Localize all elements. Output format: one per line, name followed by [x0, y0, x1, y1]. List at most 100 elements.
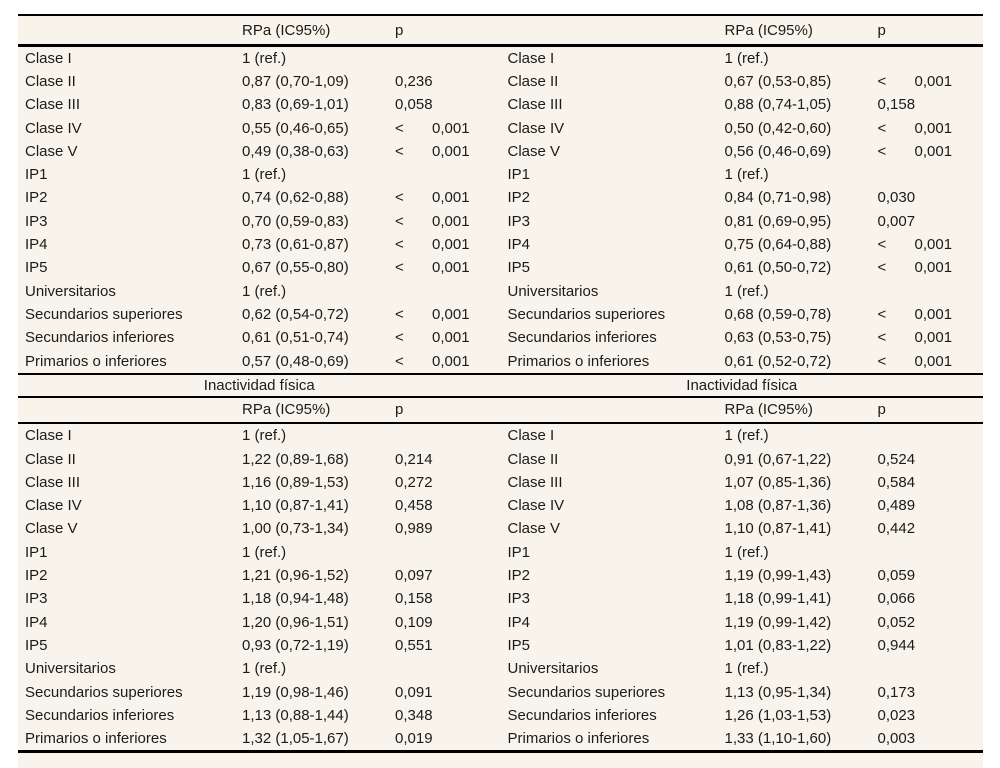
section-title-row: Inactividad física Inactividad física [18, 375, 983, 396]
table-row-half: IP3 1,18 (0,99-1,41) 0,066 [501, 590, 984, 607]
p-value: 0,097 [395, 567, 433, 585]
table-row: Clase V 0,49 (0,38-0,63) <0,001 Clase V 0,56… [18, 140, 983, 163]
p-column-header: p [877, 401, 886, 419]
table-row: IP4 0,73 (0,61-0,87) <0,001 IP4 0,75 (0,64-0… [18, 233, 983, 256]
rpa-value: 1,10 (0,87-1,41) [724, 520, 832, 538]
table-row-half: Clase IV 1,10 (0,87-1,41) 0,458 [18, 497, 501, 514]
table-row-half: IP4 0,75 (0,64-0,88) <0,001 [501, 236, 984, 253]
table-row-half: IP3 0,70 (0,59-0,83) <0,001 [18, 213, 501, 230]
rpa-column-header: RPa (IC95%) [724, 21, 813, 39]
table-row: Clase I 1 (ref.) Clase I 1 (ref.) [18, 424, 983, 447]
p-value: 0,173 [877, 683, 916, 701]
table-row-half: Secundarios inferiores 0,61 (0,51-0,74) <0… [18, 329, 501, 346]
p-value: 0,551 [395, 636, 433, 654]
row-label: Clase IV [25, 119, 82, 137]
table-row-half: Clase IV 0,55 (0,46-0,65) <0,001 [18, 120, 501, 137]
rpa-value: 1 (ref.) [242, 282, 287, 300]
p-value: 0,524 [877, 450, 916, 468]
rpa-value: 1 (ref.) [724, 427, 769, 445]
table-row-half: Clase II 0,91 (0,67-1,22) 0,524 [501, 451, 984, 468]
rpa-value: 1 (ref.) [724, 660, 769, 678]
row-label: IP1 [25, 166, 48, 184]
p-value: 0,442 [877, 520, 916, 538]
rpa-value: 0,61 (0,50-0,72) [724, 259, 832, 277]
rpa-value: 1,19 (0,99-1,42) [724, 613, 832, 631]
rpa-value: 0,73 (0,61-0,87) [242, 236, 349, 254]
p-value: 0,158 [877, 96, 916, 114]
table-row-half: IP1 1 (ref.) [18, 166, 501, 183]
table-row-half: Universitarios 1 (ref.) [18, 283, 501, 300]
p-value: <0,001 [877, 352, 953, 370]
table-row-half: Clase II 0,67 (0,53-0,85) <0,001 [501, 73, 984, 90]
header-left-half: RPa (IC95%) p [18, 401, 501, 418]
rpa-value: 0,67 (0,55-0,80) [242, 259, 349, 277]
table-row-half: Clase IV 0,50 (0,42-0,60) <0,001 [501, 120, 984, 137]
table-row: Primarios o inferiores 1,32 (1,05-1,67) 0,… [18, 727, 983, 750]
row-label: IP3 [507, 590, 531, 608]
row-label: Primarios o inferiores [25, 730, 167, 748]
table-row: IP5 0,93 (0,72-1,19) 0,551 IP5 1,01 (0,83-1,… [18, 634, 983, 657]
rpa-value: 1,19 (0,99-1,43) [724, 567, 832, 585]
row-label: IP4 [25, 236, 48, 254]
p-column-header: p [395, 401, 404, 419]
table-row-half: Clase V 0,49 (0,38-0,63) <0,001 [18, 143, 501, 160]
row-label: Secundarios inferiores [507, 329, 657, 347]
rpa-value: 1,26 (1,03-1,53) [724, 706, 832, 724]
title-divider-rule [18, 396, 983, 398]
table-row-half: Secundarios superiores 1,13 (0,95-1,34) 0,… [501, 684, 984, 701]
rpa-value: 0,91 (0,67-1,22) [724, 450, 832, 468]
table-row-half: Clase III 1,16 (0,89-1,53) 0,272 [18, 474, 501, 491]
p-value: 0,058 [395, 96, 433, 114]
row-label: Secundarios inferiores [507, 706, 657, 724]
row-label: IP2 [507, 567, 531, 585]
row-label: Clase I [507, 49, 555, 67]
p-value: <0,001 [395, 329, 470, 347]
p-value: 0,158 [395, 590, 433, 608]
row-label: Primarios o inferiores [507, 730, 650, 748]
table-row: Primarios o inferiores 0,57 (0,48-0,69) <0… [18, 349, 983, 372]
rpa-value: 1,13 (0,95-1,34) [724, 683, 832, 701]
row-label: Clase III [507, 473, 563, 491]
p-value: 0,066 [877, 590, 916, 608]
rpa-value: 1,08 (0,87-1,36) [724, 497, 832, 515]
p-value: <0,001 [395, 142, 470, 160]
table-row: Clase IV 1,10 (0,87-1,41) 0,458 Clase IV 1,0… [18, 494, 983, 517]
less-than-sign: < [395, 142, 404, 160]
p-column-header: p [877, 21, 886, 39]
p-value: 0,030 [877, 189, 916, 207]
less-than-sign: < [395, 259, 404, 277]
row-label: Clase I [25, 49, 72, 67]
rpa-value: 0,61 (0,52-0,72) [724, 352, 832, 370]
table-row: Clase III 0,83 (0,69-1,01) 0,058 Clase III 0… [18, 93, 983, 116]
table-row: IP3 1,18 (0,94-1,48) 0,158 IP3 1,18 (0,99-1,… [18, 587, 983, 610]
rpa-value: 1,00 (0,73-1,34) [242, 520, 349, 538]
less-than-sign: < [395, 329, 404, 347]
table-row-half: IP5 1,01 (0,83-1,22) 0,944 [501, 637, 984, 654]
row-label: IP1 [507, 166, 531, 184]
less-than-sign: < [877, 142, 887, 160]
row-label: Primarios o inferiores [507, 352, 650, 370]
table-row: Clase III 1,16 (0,89-1,53) 0,272 Clase III 1… [18, 471, 983, 494]
rpa-column-header: RPa (IC95%) [242, 21, 331, 39]
row-label: IP2 [507, 189, 531, 207]
rpa-value: 1 (ref.) [724, 282, 769, 300]
rpa-value: 0,50 (0,42-0,60) [724, 119, 832, 137]
row-label: Clase II [25, 72, 76, 90]
header-left-half: RPa (IC95%) p [18, 22, 501, 39]
section-title-left: Inactividad física [203, 377, 315, 395]
rpa-value: 1,21 (0,96-1,52) [242, 567, 349, 585]
p-value: <0,001 [395, 305, 470, 323]
rpa-value: 0,56 (0,46-0,69) [724, 142, 832, 160]
rpa-value: 1 (ref.) [724, 543, 769, 561]
table-row-half: IP1 1 (ref.) [501, 166, 984, 183]
rpa-value: 0,84 (0,71-0,98) [724, 189, 832, 207]
p-value: <0,001 [877, 259, 953, 277]
results-table: RPa (IC95%) p RPa (IC95%) p Clase I 1 (re… [18, 14, 983, 768]
rpa-value: 1,10 (0,87-1,41) [242, 497, 349, 515]
table-row-half: IP3 1,18 (0,94-1,48) 0,158 [18, 590, 501, 607]
table-row-half: Primarios o inferiores 0,61 (0,52-0,72) <0… [501, 353, 984, 370]
table-section-1: RPa (IC95%) p RPa (IC95%) p Clase I 1 (re… [18, 16, 984, 376]
p-value: <0,001 [877, 72, 953, 90]
p-value: <0,001 [877, 236, 953, 254]
p-value: <0,001 [395, 236, 470, 254]
